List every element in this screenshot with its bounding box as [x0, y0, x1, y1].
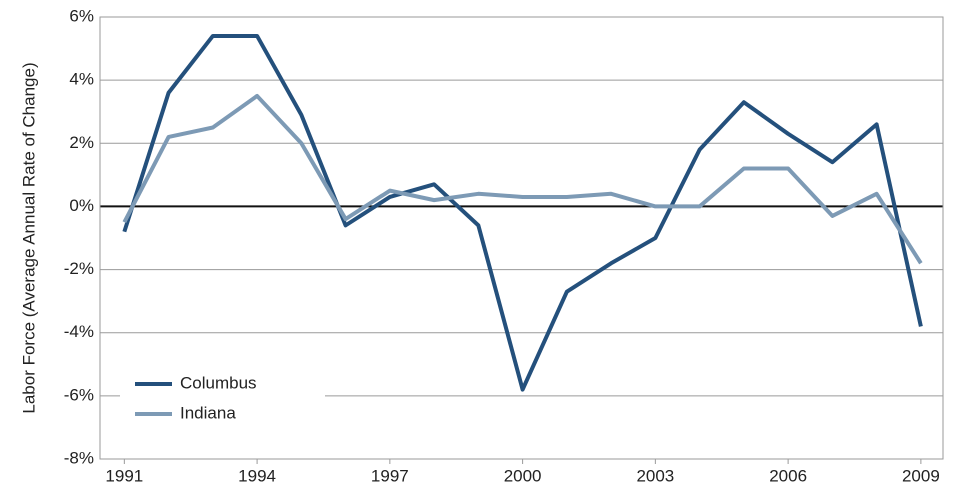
x-tick-label: 1991	[105, 466, 143, 485]
y-tick-label: -2%	[64, 259, 94, 278]
x-tick-label: 2009	[902, 466, 940, 485]
y-tick-label: 4%	[69, 70, 94, 89]
y-tick-label: 6%	[69, 6, 94, 25]
legend-label: Columbus	[180, 373, 257, 392]
legend-box	[120, 368, 325, 433]
y-tick-label: 0%	[69, 196, 94, 215]
x-tick-label: 1997	[371, 466, 409, 485]
x-tick-label: 2006	[769, 466, 807, 485]
y-tick-label: -8%	[64, 448, 94, 467]
y-tick-label: -6%	[64, 385, 94, 404]
y-axis-label: Labor Force (Average Annual Rate of Chan…	[19, 62, 38, 413]
y-tick-label: -4%	[64, 322, 94, 341]
series-line	[122, 93, 923, 265]
plot-frame	[99, 16, 944, 460]
x-tick-label: 2000	[504, 466, 542, 485]
y-tick-label: 2%	[69, 133, 94, 152]
x-tick-label: 1994	[238, 466, 276, 485]
series-line	[122, 33, 923, 392]
legend-label: Indiana	[180, 403, 236, 422]
x-tick-label: 2003	[636, 466, 674, 485]
